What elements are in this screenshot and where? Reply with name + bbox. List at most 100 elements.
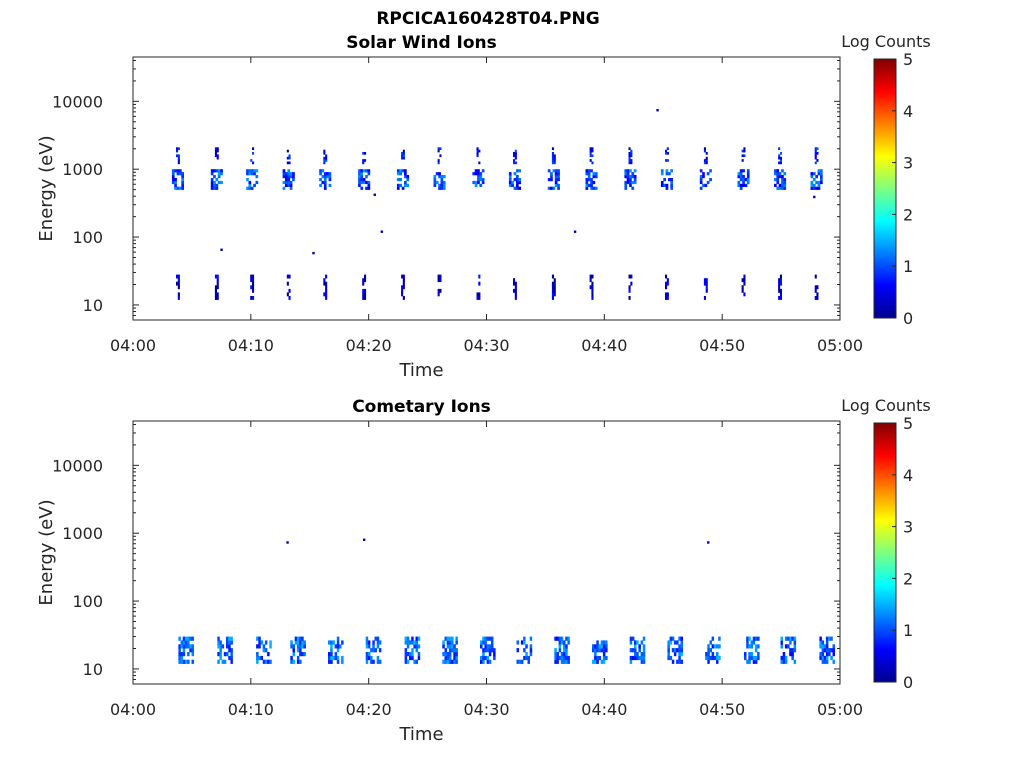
data-cell xyxy=(444,648,447,653)
data-cell xyxy=(437,147,440,150)
data-cell xyxy=(821,640,825,645)
data-cell xyxy=(669,636,673,641)
data-cell xyxy=(288,274,291,279)
data-point xyxy=(813,195,816,199)
data-cell xyxy=(493,652,496,657)
data-cell xyxy=(296,648,300,653)
data-cell xyxy=(187,636,190,641)
data-cell xyxy=(554,178,558,182)
data-cell xyxy=(744,655,747,661)
data-cell xyxy=(793,644,797,649)
data-cell xyxy=(551,285,554,290)
data-cell xyxy=(554,175,558,179)
data-cell xyxy=(550,186,553,190)
data-cell xyxy=(553,288,556,293)
data-cell xyxy=(287,172,291,176)
data-cell xyxy=(547,186,551,190)
data-cell xyxy=(362,161,365,165)
data-cell xyxy=(516,648,519,653)
data-point xyxy=(656,109,659,112)
data-cell xyxy=(319,183,322,187)
data-cell xyxy=(554,659,557,664)
data-cell xyxy=(636,640,639,645)
data-cell xyxy=(226,636,229,641)
data-cell xyxy=(478,281,481,286)
data-cell xyxy=(299,636,302,641)
data-cell xyxy=(705,278,708,283)
data-cell xyxy=(598,644,601,649)
data-cell xyxy=(415,659,418,664)
data-cell xyxy=(210,180,214,185)
data-cell xyxy=(438,183,441,187)
data-cell xyxy=(816,152,819,155)
data-cell xyxy=(783,172,787,176)
data-cell xyxy=(587,183,591,187)
data-cell xyxy=(404,640,408,645)
data-cell xyxy=(292,659,295,664)
data-cell xyxy=(453,659,456,664)
data-cell xyxy=(323,175,327,179)
data-cell xyxy=(673,648,677,653)
data-cell xyxy=(264,640,268,645)
data-cell xyxy=(417,652,421,657)
data-cell xyxy=(286,161,289,165)
data-cell xyxy=(440,178,444,182)
data-cell xyxy=(364,288,367,293)
data-cell xyxy=(668,178,671,182)
data-cell xyxy=(364,159,367,162)
data-cell xyxy=(404,172,407,176)
data-cell xyxy=(370,648,373,653)
colorbar-tick-label: 0 xyxy=(903,673,913,692)
data-cell xyxy=(779,274,782,279)
data-cell xyxy=(783,180,787,185)
data-cell xyxy=(780,659,783,664)
data-cell xyxy=(290,659,293,664)
colorbar-tick-label: 3 xyxy=(903,154,913,173)
data-cell xyxy=(191,644,194,649)
data-cell xyxy=(743,281,746,286)
data-cell xyxy=(705,159,708,162)
data-cell xyxy=(411,648,414,653)
data-cell xyxy=(671,636,675,641)
data-cell xyxy=(215,178,219,182)
data-cell xyxy=(518,659,522,664)
data-cell xyxy=(746,172,750,176)
data-cell xyxy=(665,152,668,155)
data-cell xyxy=(680,652,683,657)
colorbar-tick-label: 4 xyxy=(903,466,913,485)
data-cell xyxy=(402,285,405,290)
data-cell xyxy=(560,655,564,661)
data-cell xyxy=(264,648,268,653)
data-cell xyxy=(547,169,551,173)
data-cell xyxy=(591,288,594,293)
data-cell xyxy=(748,655,751,661)
data-cell xyxy=(411,636,414,641)
data-cell xyxy=(484,636,487,641)
data-cell xyxy=(442,659,445,664)
data-cell xyxy=(779,278,782,283)
data-cell xyxy=(248,183,252,187)
data-cell xyxy=(514,161,517,165)
data-cell xyxy=(219,655,222,661)
data-cell xyxy=(558,655,562,661)
data-cell xyxy=(336,644,340,649)
data-cell xyxy=(629,175,632,179)
x-tick-label: 04:20 xyxy=(346,336,392,355)
data-cell xyxy=(478,161,481,165)
data-cell xyxy=(817,180,821,185)
data-cell xyxy=(478,274,481,279)
data-cell xyxy=(830,648,833,653)
data-cell xyxy=(216,156,219,160)
data-cell xyxy=(629,183,632,187)
data-cell xyxy=(752,636,756,641)
data-cell xyxy=(587,175,591,179)
data-cell xyxy=(820,172,823,176)
data-cell xyxy=(440,175,444,179)
data-cell xyxy=(626,169,630,173)
data-cell xyxy=(286,274,289,279)
data-cell xyxy=(602,655,606,661)
data-cell xyxy=(516,659,519,664)
data-cell xyxy=(560,659,564,664)
data-cell xyxy=(444,652,447,657)
data-cell xyxy=(214,285,217,290)
